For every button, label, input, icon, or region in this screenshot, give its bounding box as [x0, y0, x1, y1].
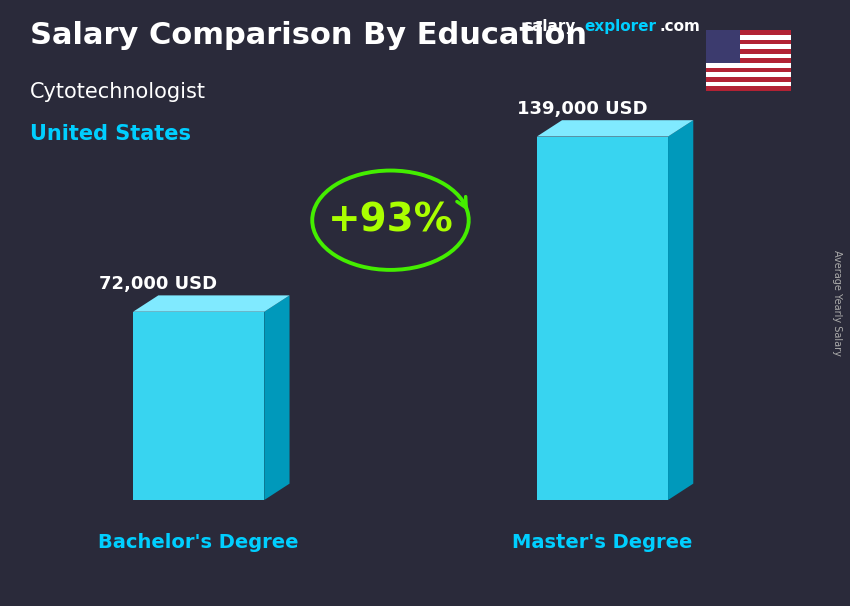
Polygon shape [668, 120, 694, 500]
Polygon shape [537, 120, 694, 136]
Text: Salary Comparison By Education: Salary Comparison By Education [30, 21, 586, 50]
Text: +93%: +93% [327, 201, 453, 239]
Text: explorer: explorer [585, 19, 657, 35]
Text: Average Yearly Salary: Average Yearly Salary [832, 250, 842, 356]
Bar [537, 136, 668, 500]
Text: Cytotechnologist: Cytotechnologist [30, 82, 206, 102]
Text: Bachelor's Degree: Bachelor's Degree [99, 533, 299, 552]
Polygon shape [264, 295, 290, 500]
Text: 139,000 USD: 139,000 USD [517, 100, 648, 118]
Polygon shape [133, 295, 290, 311]
Text: Master's Degree: Master's Degree [513, 533, 693, 552]
Bar [133, 311, 264, 500]
Text: 72,000 USD: 72,000 USD [99, 276, 218, 293]
Text: .com: .com [660, 19, 700, 35]
Text: salary: salary [523, 19, 575, 35]
Text: United States: United States [30, 124, 190, 144]
